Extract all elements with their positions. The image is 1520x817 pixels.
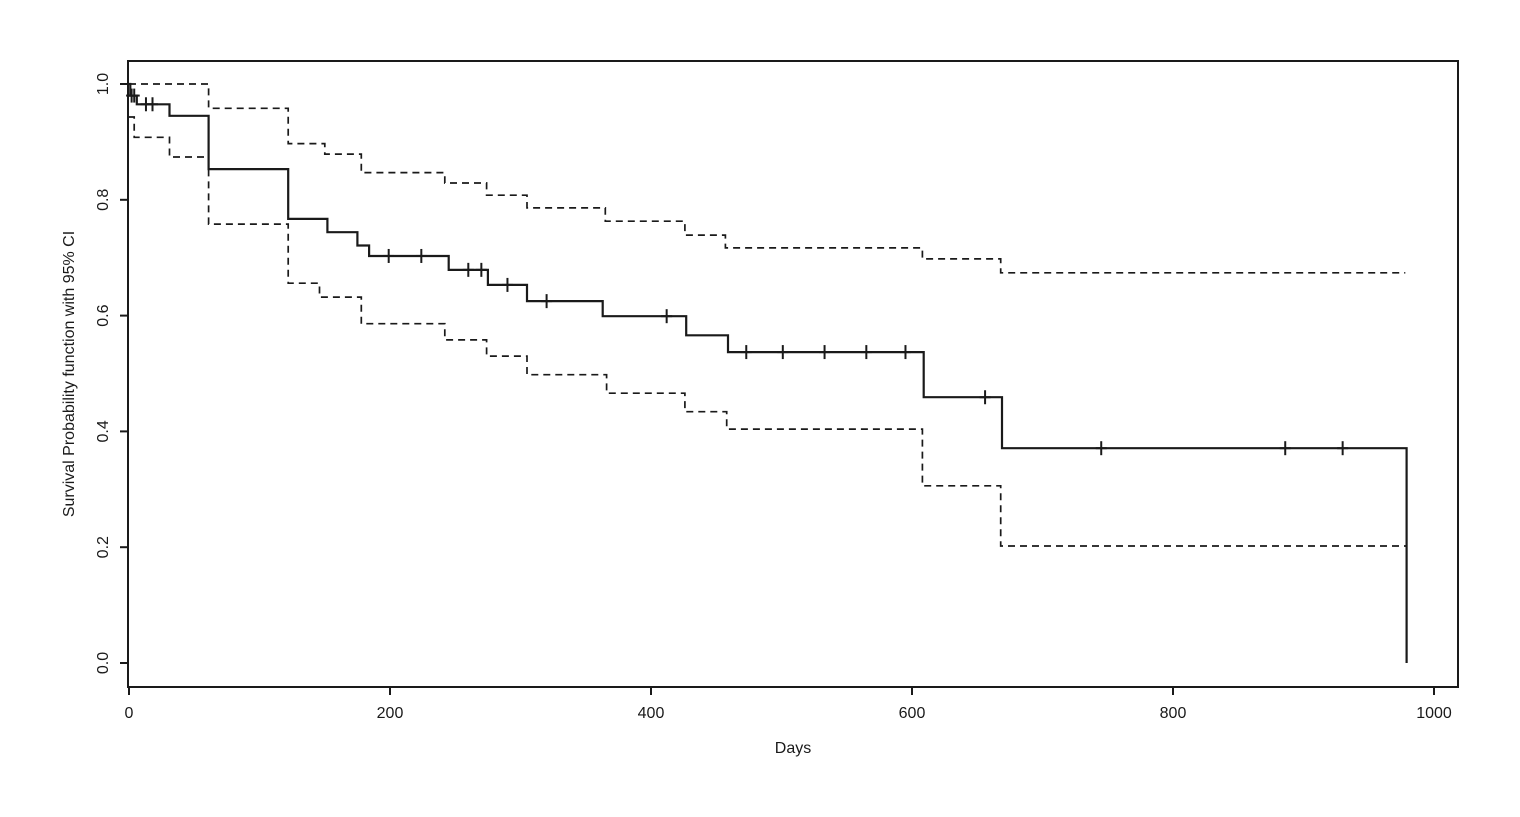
x-tick-label: 800	[1160, 705, 1187, 722]
censor-plus-icon	[740, 345, 752, 360]
x-tick-label: 0	[125, 705, 134, 722]
censor-plus-icon	[1279, 441, 1291, 456]
censor-marks	[126, 88, 1349, 456]
x-tick-label: 1000	[1416, 705, 1452, 722]
censor-plus-icon	[462, 262, 474, 277]
y-tick-label: 0.8	[95, 189, 112, 211]
censor-plus-icon	[979, 390, 991, 405]
y-axis: 0.0 0.2 0.4 0.6 0.8 1.0	[95, 73, 128, 674]
censor-plus-icon	[146, 97, 158, 112]
x-tick-label: 600	[899, 705, 926, 722]
censor-plus-icon	[128, 88, 140, 103]
censor-plus-icon	[475, 262, 487, 277]
curve-path	[129, 83, 1406, 274]
plot-box	[127, 60, 1459, 688]
censor-plus-icon	[860, 345, 872, 360]
censor-plus-icon	[819, 345, 831, 360]
censor-plus-icon	[1095, 441, 1107, 456]
censor-plus-icon	[501, 277, 513, 292]
censor-plus-icon	[383, 248, 395, 263]
km-survival-curve	[129, 82, 1408, 663]
y-tick-label: 0.0	[95, 652, 112, 674]
plot-border	[127, 60, 1459, 688]
lower-ci-curve	[129, 116, 1407, 547]
x-axis-title: Days	[775, 740, 811, 757]
y-tick-label: 1.0	[95, 73, 112, 95]
y-tick-label: 0.2	[95, 536, 112, 558]
censor-plus-icon	[777, 345, 789, 360]
censor-plus-icon	[1337, 441, 1349, 456]
x-tick-label: 200	[377, 705, 404, 722]
upper-ci-curve	[129, 83, 1406, 274]
censor-plus-icon	[899, 345, 911, 360]
y-axis-title: Survival Probability function with 95% C…	[61, 231, 78, 517]
curve-path	[129, 116, 1407, 547]
curve-path	[129, 82, 1408, 663]
y-tick-label: 0.6	[95, 304, 112, 326]
censor-plus-icon	[541, 294, 553, 309]
censor-plus-icon	[415, 248, 427, 263]
y-tick-label: 0.4	[95, 420, 112, 442]
x-tick-label: 400	[638, 705, 665, 722]
x-axis: 0 200 400 600 800 1000	[125, 687, 1452, 722]
censor-plus-icon	[661, 309, 673, 324]
